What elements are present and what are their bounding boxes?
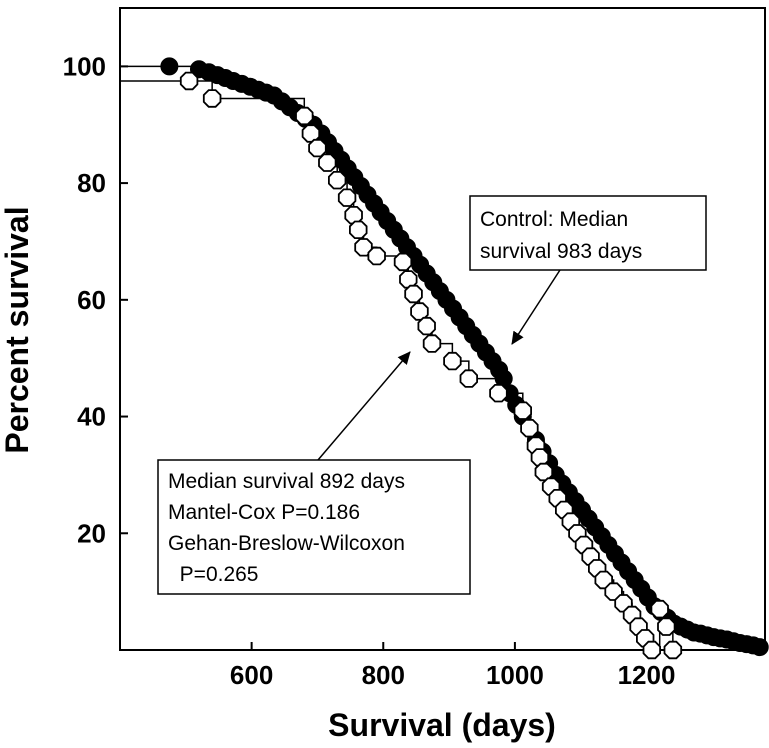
x-tick-label: 1000 <box>486 660 544 690</box>
y-tick-label: 40 <box>77 402 106 432</box>
treated-point <box>327 170 347 190</box>
control-annotation-arrow <box>511 269 561 345</box>
x-tick-label: 1200 <box>618 660 676 690</box>
y-tick-label: 100 <box>63 51 106 81</box>
treated-annotation: Median survival 892 days Mantel-Cox P=0.… <box>157 351 471 595</box>
treated-point <box>663 640 683 660</box>
treated-annotation-line-3: Gehan-Breslow-Wilcoxon <box>168 532 405 555</box>
treated-point <box>318 153 337 172</box>
treated-annotation-arrow <box>317 351 411 461</box>
control-annotation-box <box>469 195 707 271</box>
treated-point <box>520 418 539 438</box>
treated-point <box>179 71 199 91</box>
treated-point <box>422 334 442 353</box>
x-tick-label: 600 <box>230 660 273 690</box>
treated-point <box>642 640 661 660</box>
y-axis-title: Percent survival <box>0 206 35 453</box>
treated-point <box>417 316 436 336</box>
treated-point <box>393 252 413 272</box>
x-axis-title: Survival (days) <box>328 707 556 743</box>
treated-point <box>202 89 222 108</box>
control-annotation: Control: Median survival 983 days <box>469 195 707 345</box>
treated-point <box>650 599 669 619</box>
treated-annotation-line-2: Mantel-Cox P=0.186 <box>168 501 360 524</box>
treated-point <box>308 138 327 158</box>
y-tick-label: 80 <box>77 168 106 198</box>
treated-point <box>489 383 508 403</box>
treated-point <box>513 401 532 420</box>
treated-series <box>179 71 683 660</box>
y-tick-label: 60 <box>77 285 106 315</box>
treated-point <box>295 106 314 126</box>
control-point <box>160 57 179 76</box>
treated-annotation-line-1: Median survival 892 days <box>168 470 405 493</box>
control-annotation-line-1: Control: Median <box>480 208 628 231</box>
y-axis-ticks: 20 40 60 80 100 <box>63 51 128 548</box>
x-tick-label: 800 <box>362 660 405 690</box>
treated-point <box>337 188 357 207</box>
treated-point <box>657 617 676 636</box>
treated-point <box>459 369 479 388</box>
treated-point <box>367 246 386 266</box>
x-axis-ticks: 600 800 1000 1200 <box>230 642 676 690</box>
treated-annotation-box <box>157 459 471 595</box>
y-tick-label: 20 <box>77 518 106 548</box>
control-annotation-line-2: survival 983 days <box>480 240 642 263</box>
plot-frame <box>119 7 766 651</box>
treated-point <box>348 220 368 240</box>
treated-point <box>354 238 373 257</box>
control-point <box>750 638 769 657</box>
treated-annotation-line-4: P=0.265 <box>168 563 259 586</box>
treated-point <box>404 284 423 304</box>
treated-point <box>443 351 462 371</box>
